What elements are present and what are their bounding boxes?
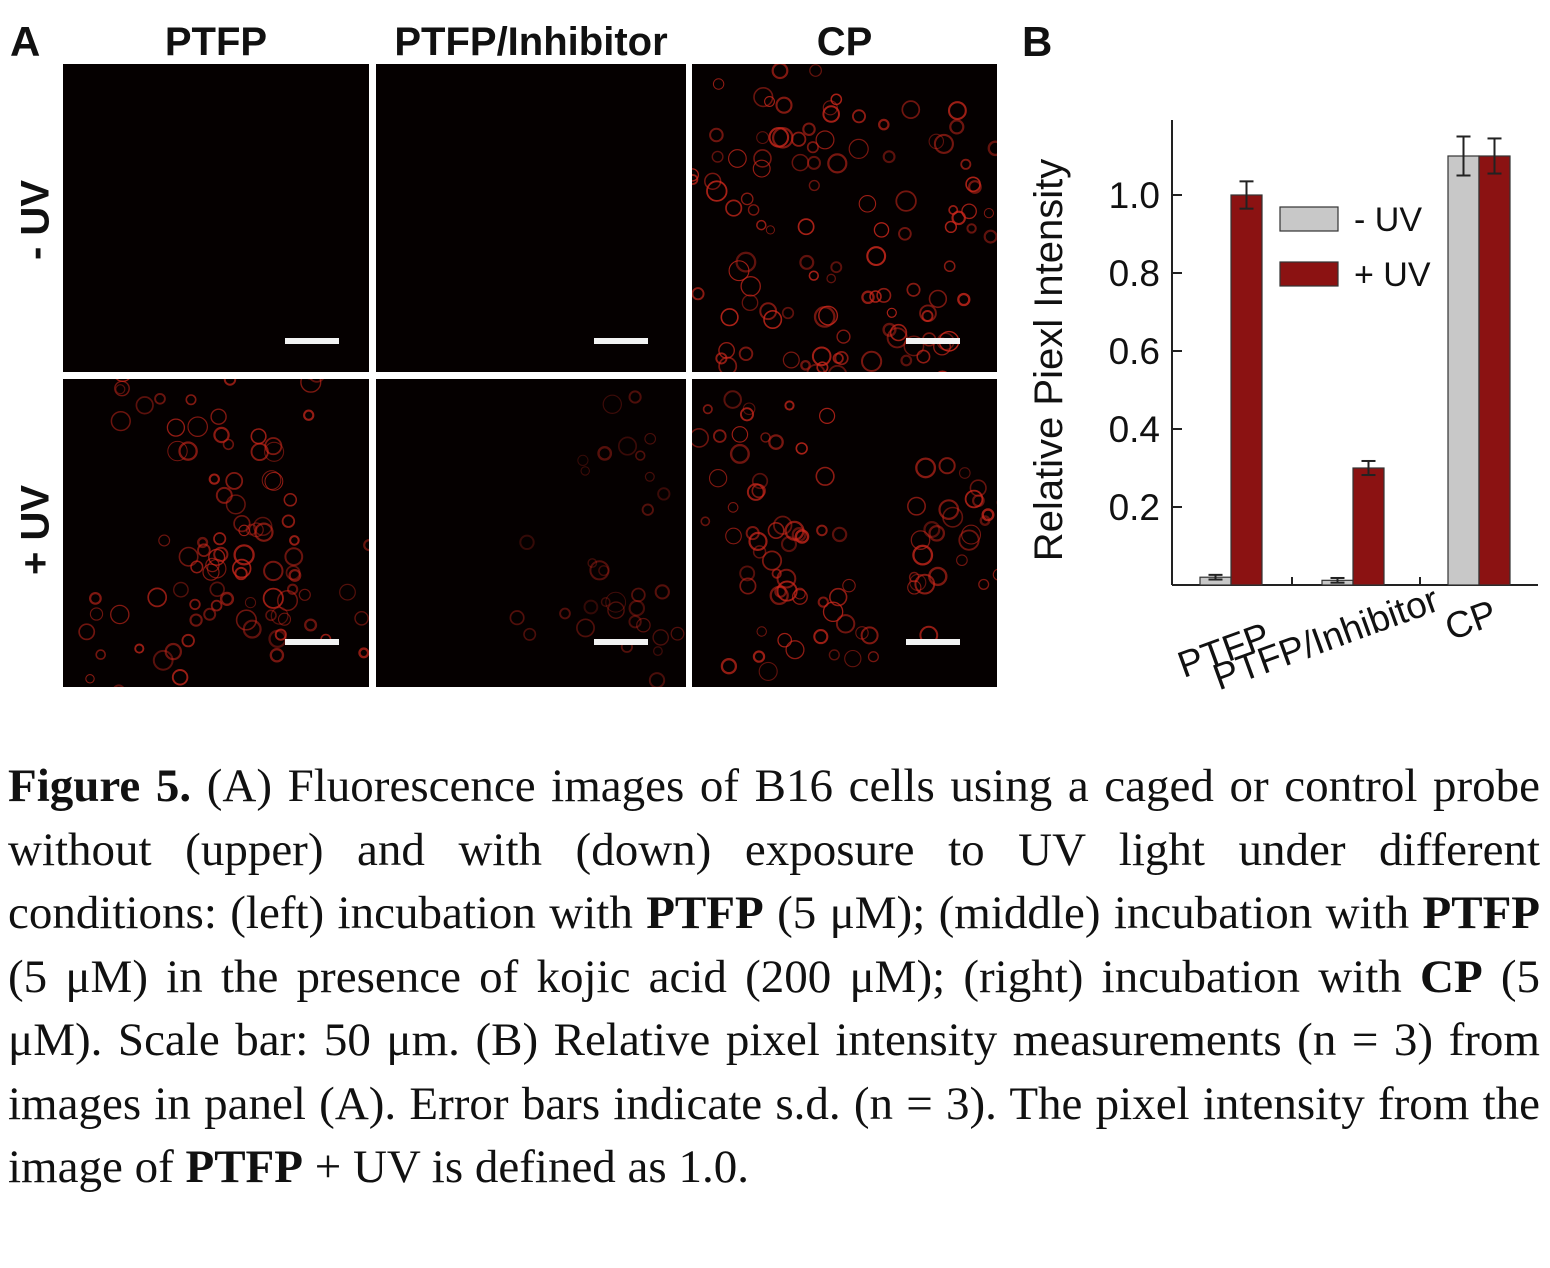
- caption-text: (A) Fluorescence images of B16 cells usi…: [8, 760, 1540, 939]
- microscopy-image-grid: [63, 64, 997, 687]
- y-axis-label: Relative Piexl Intensity: [1027, 159, 1071, 561]
- caption-label: Figure 5.: [8, 760, 192, 812]
- caption-bold: PTFP: [1422, 887, 1540, 939]
- panel-b-label: B: [1022, 18, 1053, 65]
- image-cp-minus-uv: [692, 64, 997, 372]
- y-tick-label: 0.4: [1109, 409, 1160, 450]
- legend-swatch: [1279, 206, 1339, 232]
- caption-text: (5 μM). Scale bar: 50 μm. (B) Relative p…: [8, 950, 1541, 1194]
- caption-text: (5 μM); (middle) incubation with: [763, 887, 1423, 939]
- scale-bar: [906, 338, 960, 344]
- caption-bold: CP: [1420, 950, 1483, 1003]
- scale-bar: [594, 338, 648, 344]
- y-tick-label: 0.2: [1109, 487, 1160, 528]
- x-tick-label: CP: [1440, 592, 1502, 648]
- scale-bar: [594, 639, 648, 645]
- image-ptfp-minus-uv: [63, 64, 369, 372]
- column-header-ptfp: PTFP: [164, 20, 268, 64]
- column-header-ptfp-inhibitor: PTFP/Inhibitor: [394, 20, 668, 64]
- y-tick-label: 0.6: [1109, 331, 1160, 372]
- image-ptfp-inhibitor-minus-uv: [376, 64, 686, 372]
- caption-text: + UV is defined as 1.0.: [302, 1141, 749, 1193]
- scale-bar: [906, 639, 960, 645]
- panel-a-label: A: [10, 18, 41, 65]
- scale-bar: [285, 338, 339, 344]
- caption-text: (5 μM) in the presence of kojic acid (20…: [8, 950, 1420, 1003]
- image-ptfp-plus-uv: [63, 379, 369, 687]
- legend-label: + UV: [1354, 256, 1431, 294]
- legend-label: - UV: [1354, 201, 1422, 239]
- caption-bold: PTFP: [646, 887, 764, 939]
- legend-swatch: [1279, 261, 1339, 287]
- bar: [1230, 194, 1263, 586]
- y-tick-label: 0.8: [1109, 253, 1160, 294]
- bar: [1352, 467, 1385, 586]
- column-header-cp: CP: [816, 20, 873, 64]
- image-ptfp-inhibitor-plus-uv: [376, 379, 686, 687]
- row-header-plus-uv: + UV: [13, 484, 58, 576]
- bar: [1478, 155, 1511, 586]
- caption-bold: PTFP: [185, 1141, 303, 1193]
- row-header-minus-uv: - UV: [13, 180, 58, 260]
- figure-caption: Figure 5. (A) Fluorescence images of B16…: [8, 755, 1540, 1200]
- y-tick-label: 1.0: [1109, 175, 1160, 216]
- bar: [1447, 155, 1480, 586]
- scale-bar: [285, 639, 339, 645]
- image-cp-plus-uv: [692, 379, 997, 687]
